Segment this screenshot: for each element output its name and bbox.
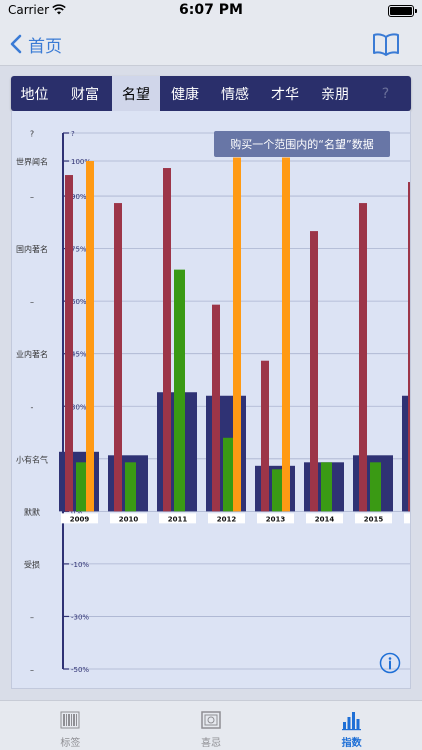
y-tick-label: - <box>31 403 34 412</box>
x-tick-label: 2010 <box>119 515 139 523</box>
tabbar-item-1[interactable]: 喜忌 <box>141 701 282 750</box>
y-tick-label: 受损 <box>24 559 40 569</box>
bar-green <box>321 462 332 512</box>
year-label-box <box>306 513 343 524</box>
barcode-icon <box>60 711 80 729</box>
year-label-box <box>257 513 294 524</box>
y-tick-percent: -30% <box>71 613 89 621</box>
y-tick-label: 世界闻名 <box>16 157 48 167</box>
y-tick-label: 小有名气 <box>16 454 48 464</box>
x-tick-label: 2013 <box>266 515 286 523</box>
bottom-tab-bar: 标签 喜忌 指数 <box>0 700 422 750</box>
info-icon[interactable] <box>379 652 401 674</box>
tab-7[interactable]: ? <box>381 85 390 102</box>
y-tick-percent: 30% <box>71 403 87 411</box>
year-label-box <box>208 513 245 524</box>
chevron-left-icon <box>10 34 22 54</box>
back-button[interactable]: 首页 <box>10 30 62 58</box>
bar-orange <box>282 157 290 512</box>
tab-5[interactable]: 才华 <box>271 86 299 103</box>
bar-orange <box>233 157 241 512</box>
bar-maroon <box>359 203 367 512</box>
bar-maroon <box>65 175 73 512</box>
purchase-range-button[interactable]: 购买一个范围内的“名望”数据 <box>214 131 390 157</box>
tab-1[interactable]: 财富 <box>71 86 99 103</box>
fame-chart: ? ?世界闻名 100%– 90%国内著名 75%– 60%业内著名 45%- 30%小有名气… <box>16 130 410 675</box>
navigation-bar: 首页 <box>0 22 422 66</box>
x-tick-label: 2015 <box>364 515 384 523</box>
bar-maroon <box>310 231 318 512</box>
bar-green <box>125 462 136 512</box>
bar-chart-icon <box>341 712 361 731</box>
bar-maroon-partial <box>408 182 410 512</box>
y-tick-percent: 60% <box>71 298 87 306</box>
y-tick-percent: 75% <box>71 246 87 254</box>
y-tick-percent: 90% <box>71 193 87 201</box>
year-label-box <box>61 513 98 524</box>
x-tick-label: 2009 <box>70 515 90 523</box>
bar-maroon <box>163 168 171 512</box>
category-tabs: 地位 财富 名望 健康 情感 才华 亲朋? <box>11 76 411 111</box>
bar-maroon <box>212 304 220 512</box>
y-tick-label: ? <box>30 130 34 139</box>
year-label-box <box>355 513 392 524</box>
tabbar-label: 喜忌 <box>201 738 221 749</box>
y-tick-percent: 45% <box>71 351 87 359</box>
tab-3[interactable]: 健康 <box>171 86 199 103</box>
bar-maroon <box>261 360 269 512</box>
y-tick-label: – <box>30 613 34 622</box>
tab-6[interactable]: 亲朋 <box>321 86 349 103</box>
bar-maroon <box>114 203 122 512</box>
bar-green <box>370 462 381 512</box>
x-tick-label: 2012 <box>217 515 237 523</box>
year-label-box <box>159 513 196 524</box>
x-tick-label: 2014 <box>315 515 335 523</box>
y-tick-percent: -50% <box>71 666 89 674</box>
carrier-label: Carrier <box>8 3 50 17</box>
status-bar: Carrier 6:07 PM <box>0 0 422 22</box>
tabbar-item-2[interactable]: 指数 <box>281 701 422 750</box>
y-tick-label: 默默 <box>24 507 40 517</box>
y-tick-label: – <box>30 298 34 307</box>
main-content: 地位 财富 名望 健康 情感 才华 亲朋? ?? 世界闻名 100% – 90% 国内著名 75% – 60… <box>0 66 422 700</box>
back-label: 首页 <box>28 36 62 57</box>
wifi-icon <box>52 4 66 15</box>
y-tick-percent: 100% <box>71 158 91 166</box>
y-tick-label: 国内著名 <box>16 244 48 254</box>
chart-panel: ?? 世界闻名 100% –90% 国内著名 75% –60% 业内著名 45% -30% 小有名气… <box>11 111 411 689</box>
tab-0[interactable]: 地位 <box>20 86 49 103</box>
x-tick-label: 2011 <box>168 515 188 523</box>
year-label-box-partial <box>404 513 410 524</box>
tabbar-label: 指数 <box>341 738 362 749</box>
bar-green <box>174 269 185 512</box>
y-tick-percent: ? <box>71 130 75 138</box>
bar-green <box>223 437 234 512</box>
photo-frame-icon <box>201 711 221 729</box>
y-tick-label: – <box>30 193 34 202</box>
y-tick-percent: 0% <box>71 508 82 516</box>
battery-icon <box>388 5 417 17</box>
y-tick-label: – <box>30 666 34 675</box>
bar-orange <box>86 161 94 512</box>
tabbar-label: 标签 <box>60 738 81 749</box>
book-icon[interactable] <box>372 32 400 56</box>
bar-navy-partial <box>402 395 410 512</box>
tab-4[interactable]: 情感 <box>221 86 249 103</box>
status-time: 6:07 PM <box>179 2 243 18</box>
tabbar-item-0[interactable]: 标签 <box>0 701 141 750</box>
tab-2[interactable]: 名望 <box>112 76 160 111</box>
bar-green <box>272 469 283 512</box>
bar-green <box>76 462 87 512</box>
year-label-box <box>110 513 147 524</box>
y-tick-percent: -10% <box>71 561 89 569</box>
y-tick-label: 业内著名 <box>16 349 48 359</box>
